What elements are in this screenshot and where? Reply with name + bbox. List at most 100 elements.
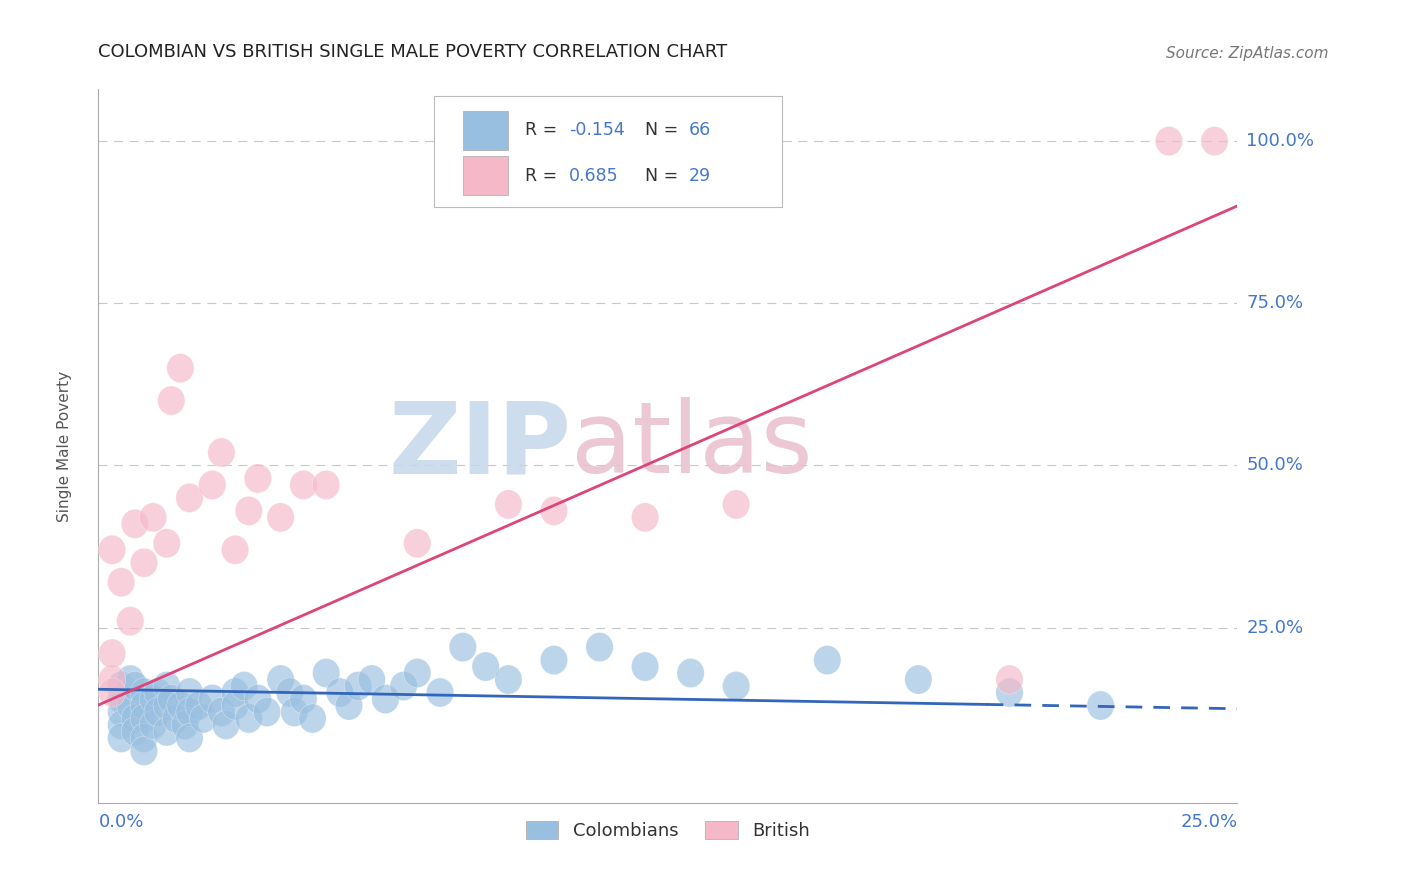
Ellipse shape [723,490,749,519]
Ellipse shape [631,652,659,681]
Text: -0.154: -0.154 [569,121,624,139]
Ellipse shape [221,678,249,707]
Text: 0.685: 0.685 [569,167,619,185]
Text: R =: R = [526,167,564,185]
Ellipse shape [153,717,180,746]
Text: N =: N = [645,121,683,139]
Ellipse shape [186,691,212,720]
Ellipse shape [153,529,180,558]
Text: 66: 66 [689,121,710,139]
Ellipse shape [131,723,157,753]
Ellipse shape [904,665,932,694]
Ellipse shape [157,386,186,415]
Ellipse shape [212,710,239,739]
Ellipse shape [312,658,340,688]
Ellipse shape [335,691,363,720]
Ellipse shape [290,470,318,500]
Ellipse shape [995,678,1024,707]
Ellipse shape [107,723,135,753]
Ellipse shape [98,639,125,668]
Ellipse shape [299,704,326,733]
Ellipse shape [245,464,271,493]
Ellipse shape [371,684,399,714]
Ellipse shape [98,665,125,694]
Ellipse shape [1156,127,1182,156]
FancyBboxPatch shape [434,96,782,207]
Text: atlas: atlas [571,398,813,494]
Ellipse shape [267,503,294,532]
Ellipse shape [495,665,522,694]
Ellipse shape [208,438,235,467]
Ellipse shape [198,684,226,714]
Ellipse shape [98,535,125,565]
Ellipse shape [359,665,385,694]
Ellipse shape [198,470,226,500]
Ellipse shape [139,684,167,714]
Ellipse shape [472,652,499,681]
Text: Source: ZipAtlas.com: Source: ZipAtlas.com [1166,45,1329,61]
Text: 0.0%: 0.0% [98,813,143,830]
Ellipse shape [107,684,135,714]
Ellipse shape [107,672,135,700]
Ellipse shape [143,678,172,707]
Ellipse shape [157,684,186,714]
Ellipse shape [676,658,704,688]
Ellipse shape [404,658,432,688]
Ellipse shape [176,483,204,513]
Ellipse shape [176,678,204,707]
Ellipse shape [281,698,308,727]
Text: 29: 29 [689,167,710,185]
Ellipse shape [326,678,353,707]
Ellipse shape [167,353,194,383]
Ellipse shape [276,678,304,707]
Ellipse shape [121,704,149,733]
Ellipse shape [176,698,204,727]
FancyBboxPatch shape [463,156,509,195]
Ellipse shape [143,698,172,727]
Ellipse shape [131,736,157,765]
Ellipse shape [1087,691,1115,720]
Ellipse shape [208,698,235,727]
Ellipse shape [167,691,194,720]
Ellipse shape [117,607,143,636]
Ellipse shape [290,684,318,714]
Ellipse shape [631,503,659,532]
Ellipse shape [267,665,294,694]
Legend: Colombians, British: Colombians, British [519,814,817,847]
Ellipse shape [221,691,249,720]
Ellipse shape [231,672,257,700]
Ellipse shape [117,665,143,694]
Text: R =: R = [526,121,564,139]
Ellipse shape [449,632,477,662]
Ellipse shape [540,646,568,674]
Ellipse shape [131,549,157,577]
Ellipse shape [107,710,135,739]
Ellipse shape [312,470,340,500]
Ellipse shape [1201,127,1229,156]
Text: 25.0%: 25.0% [1180,813,1237,830]
Ellipse shape [495,490,522,519]
Ellipse shape [121,509,149,539]
Ellipse shape [176,723,204,753]
Text: 75.0%: 75.0% [1246,294,1303,312]
Ellipse shape [235,496,263,525]
Ellipse shape [172,710,198,739]
Text: 50.0%: 50.0% [1246,457,1303,475]
Ellipse shape [235,704,263,733]
Ellipse shape [139,503,167,532]
Ellipse shape [153,691,180,720]
Ellipse shape [190,704,217,733]
Ellipse shape [404,529,432,558]
Ellipse shape [98,678,125,707]
Ellipse shape [586,632,613,662]
Ellipse shape [723,672,749,700]
Text: Single Male Poverty: Single Male Poverty [56,370,72,522]
Ellipse shape [253,698,281,727]
Ellipse shape [121,717,149,746]
Text: COLOMBIAN VS BRITISH SINGLE MALE POVERTY CORRELATION CHART: COLOMBIAN VS BRITISH SINGLE MALE POVERTY… [98,43,728,61]
Text: 25.0%: 25.0% [1246,619,1303,637]
Ellipse shape [131,678,157,707]
Ellipse shape [131,704,157,733]
Ellipse shape [245,684,271,714]
Ellipse shape [814,646,841,674]
